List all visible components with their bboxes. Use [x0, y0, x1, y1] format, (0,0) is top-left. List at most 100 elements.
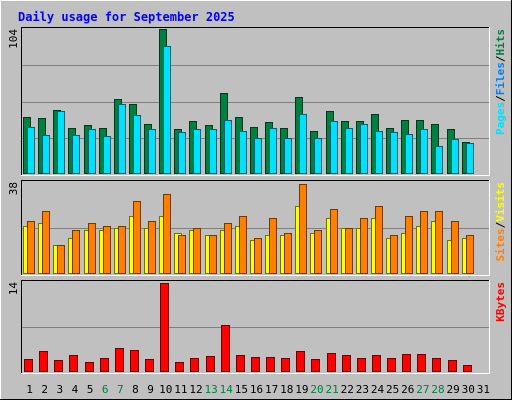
bar-pages-day-17 [269, 128, 277, 174]
bar-kbytes-day-7 [115, 348, 124, 372]
bar-kbytes-day-8 [130, 350, 139, 372]
bar-sites-day-16 [254, 238, 262, 274]
bar-kbytes-day-11 [175, 362, 184, 372]
bar-sites-day-26 [405, 216, 413, 274]
bar-pages-day-1 [27, 127, 35, 174]
x-tick-label-19: 19 [295, 383, 308, 396]
panel-legend: Sites/Visits [494, 182, 507, 262]
bar-pages-day-21 [330, 121, 338, 174]
bar-sites-day-20 [314, 230, 322, 274]
bar-sites-day-24 [375, 206, 383, 274]
bar-sites-day-30 [466, 235, 474, 274]
bar-sites-day-23 [360, 218, 368, 274]
bar-pages-day-3 [57, 111, 65, 174]
x-tick-label-11: 11 [174, 383, 187, 396]
bar-pages-day-23 [360, 124, 368, 174]
bar-kbytes-day-15 [236, 355, 245, 372]
bar-sites-day-2 [42, 211, 50, 274]
x-tick-label-28: 28 [431, 383, 444, 396]
x-axis-labels: 1 2 3 4 5 6 7 8 9 10 11 12 13 14 15 16 17 18 19 20 21 22 23 24 2… [26, 383, 490, 396]
bar-kbytes-day-28 [432, 358, 441, 372]
bar-sites-day-5 [88, 223, 96, 274]
bar-pages-day-15 [239, 131, 247, 174]
bar-sites-day-6 [103, 226, 111, 274]
x-tick-label-13: 13 [204, 383, 217, 396]
bar-sites-day-8 [133, 201, 141, 274]
x-tick-label-25: 25 [386, 383, 399, 396]
x-tick-label-7: 7 [117, 383, 124, 396]
bar-pages-day-9 [148, 129, 156, 174]
panel-legend: Pages/Files/Hits [494, 29, 507, 135]
bar-kbytes-day-23 [357, 358, 366, 372]
x-tick-label-10: 10 [159, 383, 172, 396]
x-tick-label-14: 14 [220, 383, 234, 396]
bar-sites-day-25 [390, 235, 398, 274]
bar-pages-day-29 [451, 139, 459, 174]
y-max-label: 104 [7, 29, 20, 49]
legend-separator: / [494, 55, 507, 62]
bar-pages-day-19 [299, 114, 307, 174]
bar-pages-day-30 [466, 143, 474, 174]
x-tick-label-5: 5 [87, 383, 94, 396]
x-tick-label-15: 15 [235, 383, 248, 396]
x-tick-label-12: 12 [189, 383, 202, 396]
bar-kbytes-day-6 [100, 358, 109, 372]
bar-pages-day-6 [103, 136, 111, 174]
x-tick-label-1: 1 [26, 383, 33, 396]
bar-pages-day-2 [42, 135, 50, 174]
legend-visits: Visits [494, 182, 507, 222]
legend-hits: Hits [494, 29, 507, 56]
bar-sites-day-14 [224, 223, 232, 274]
bar-kbytes-day-5 [85, 362, 94, 372]
bar-kbytes-day-24 [372, 355, 381, 372]
x-tick-label-17: 17 [265, 383, 278, 396]
bar-pages-day-4 [72, 135, 80, 174]
legend-files: Files [494, 62, 507, 95]
x-tick-label-18: 18 [280, 383, 293, 396]
bar-pages-day-28 [435, 146, 443, 174]
bar-pages-day-8 [133, 115, 141, 174]
legend-pages: Pages [494, 102, 507, 135]
bar-kbytes-day-13 [206, 356, 215, 372]
legend-sites: Sites [494, 228, 507, 261]
panel-legend: KBytes [494, 282, 507, 322]
bar-pages-day-26 [405, 134, 413, 174]
x-tick-label-4: 4 [72, 383, 79, 396]
x-tick-label-21: 21 [326, 383, 339, 396]
x-tick-label-9: 9 [147, 383, 154, 396]
panel-visits-sites: 38 Sites/Visits [7, 180, 507, 276]
bar-pages-day-10 [163, 46, 171, 174]
bar-kbytes-day-12 [190, 358, 199, 372]
bar-kbytes-day-4 [69, 355, 78, 372]
x-tick-label-16: 16 [250, 383, 263, 396]
bar-kbytes-day-20 [311, 359, 320, 372]
bar-sites-day-17 [269, 218, 277, 274]
bar-sites-day-9 [148, 221, 156, 274]
bar-sites-day-15 [239, 216, 247, 274]
bar-pages-day-22 [345, 128, 353, 174]
bar-sites-day-18 [284, 233, 292, 274]
bar-pages-day-27 [420, 129, 428, 174]
y-max-label: 38 [7, 182, 20, 195]
bar-sites-day-4 [72, 230, 80, 274]
bar-sites-day-21 [330, 209, 338, 274]
bar-pages-day-5 [88, 129, 96, 174]
chart-title: Daily usage for September 2025 [18, 10, 235, 24]
bar-sites-day-3 [57, 245, 65, 274]
bar-kbytes-day-9 [145, 359, 154, 372]
bar-pages-day-11 [178, 132, 186, 174]
x-tick-label-27: 27 [416, 383, 429, 396]
y-max-label: 14 [7, 282, 20, 296]
bar-kbytes-day-19 [296, 351, 305, 372]
bar-kbytes-day-25 [387, 358, 396, 372]
x-tick-label-29: 29 [447, 383, 460, 396]
bar-kbytes-day-3 [54, 360, 63, 372]
legend-separator: / [494, 221, 507, 228]
bar-sites-day-19 [299, 184, 307, 274]
bar-sites-day-13 [209, 235, 217, 274]
bar-sites-day-10 [163, 194, 171, 274]
bar-kbytes-day-10 [160, 283, 169, 372]
x-tick-label-2: 2 [41, 383, 48, 396]
